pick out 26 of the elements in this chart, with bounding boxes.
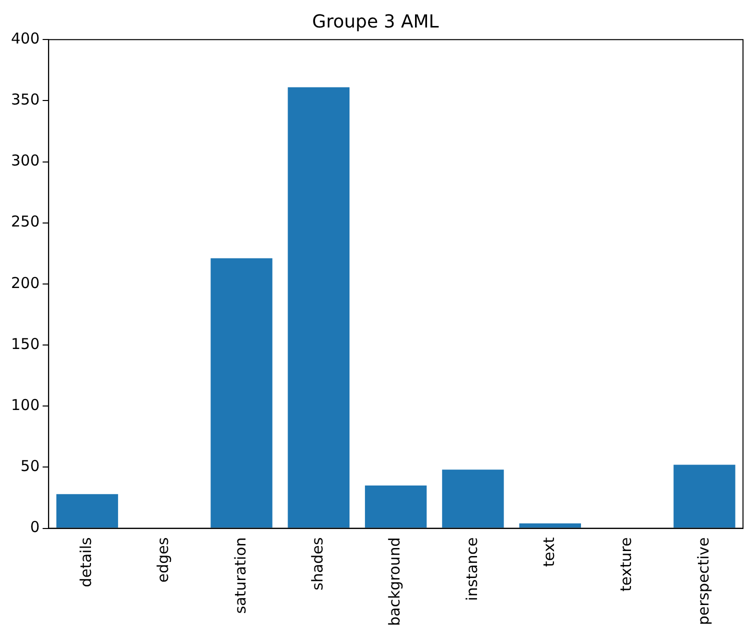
y-tick-label: 350 xyxy=(10,90,40,109)
x-tick-label: saturation xyxy=(231,537,250,614)
y-tick-label: 50 xyxy=(20,457,40,476)
x-tick-label: perspective xyxy=(694,537,712,626)
y-tick-label: 300 xyxy=(10,152,40,170)
bar xyxy=(442,470,504,528)
bar xyxy=(210,258,272,528)
bar xyxy=(364,486,427,528)
y-tick-label: 150 xyxy=(10,334,40,353)
y-tick-label: 250 xyxy=(10,212,40,231)
x-tick-label: text xyxy=(540,537,558,567)
bar xyxy=(674,464,736,528)
x-tick-label: edges xyxy=(154,537,172,583)
chart-title: Groupe 3 AML xyxy=(312,11,439,32)
x-tick-label: texture xyxy=(617,537,636,592)
y-tick-label: 400 xyxy=(10,29,40,48)
x-tick-label: details xyxy=(77,537,96,588)
x-tick-label: shades xyxy=(308,537,327,590)
x-tick-label: background xyxy=(386,537,404,626)
x-tick-label: instance xyxy=(462,537,481,601)
y-tick-label: 100 xyxy=(10,396,40,414)
y-tick-label: 0 xyxy=(30,518,40,536)
y-tick-label: 200 xyxy=(10,274,40,292)
bar xyxy=(56,494,118,528)
bar xyxy=(288,87,350,528)
bar xyxy=(519,523,581,528)
